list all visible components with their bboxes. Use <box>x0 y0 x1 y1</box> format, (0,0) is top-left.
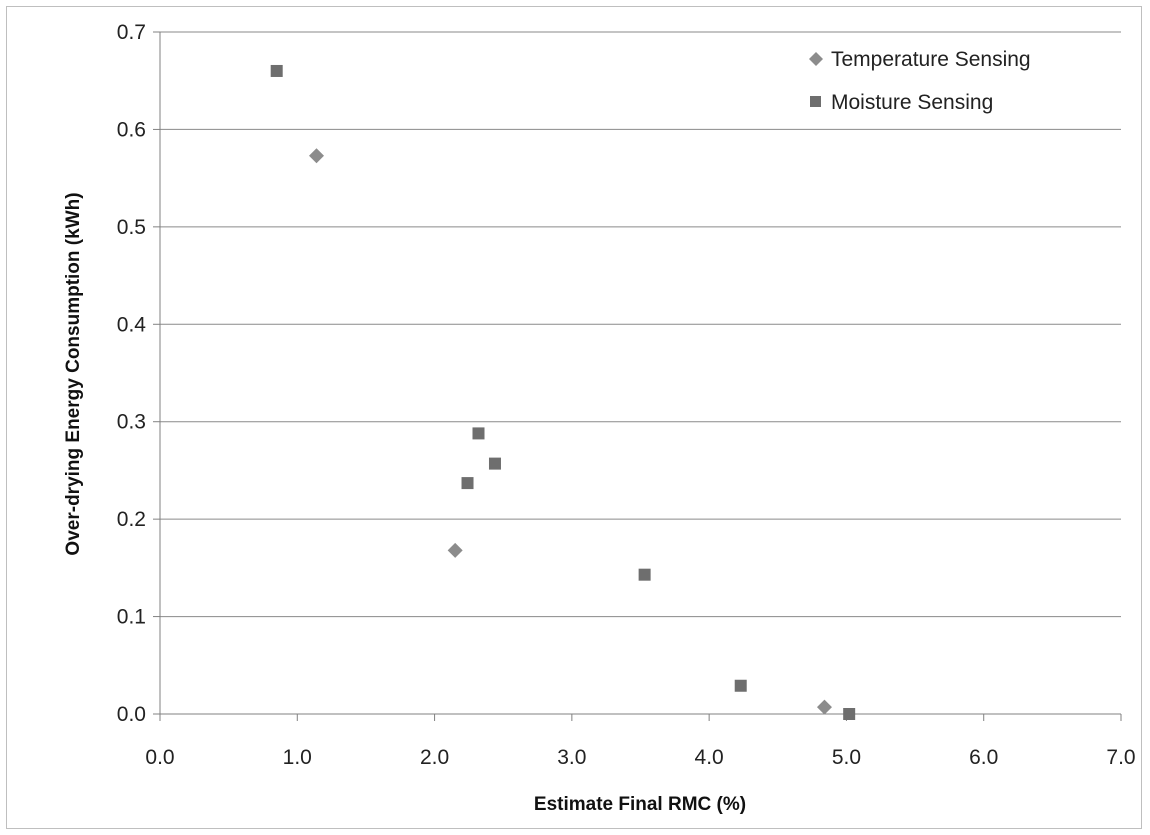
x-tick-label: 0.0 <box>145 746 174 769</box>
data-point-moisture-sensing <box>638 568 651 581</box>
legend-label-moisture-sensing: Moisture Sensing <box>831 91 993 114</box>
legend: Temperature Sensing Moisture Sensing <box>809 48 1031 114</box>
legend-label-temperature-sensing: Temperature Sensing <box>831 48 1031 71</box>
legend-marker-square-icon <box>810 96 821 107</box>
axes <box>153 31 1122 721</box>
x-tick-label: 6.0 <box>969 746 998 769</box>
y-tick-label: 0.4 <box>117 313 147 336</box>
x-tick-label: 5.0 <box>832 746 861 769</box>
x-tick-label: 2.0 <box>420 746 449 769</box>
legend-marker-diamond-icon <box>809 52 823 66</box>
data-point-moisture-sensing <box>461 477 474 490</box>
y-axis-title: Over-drying Energy Consumption (kWh) <box>63 192 84 555</box>
y-tick-label: 0.5 <box>117 216 146 239</box>
y-tick-label: 0.2 <box>117 508 146 531</box>
legend-entry-moisture-sensing: Moisture Sensing <box>810 91 993 114</box>
data-point-temperature-sensing <box>309 148 325 164</box>
data-point-moisture-sensing <box>270 64 283 77</box>
y-tick-label: 0.3 <box>117 411 146 434</box>
data-point-temperature-sensing <box>447 542 463 558</box>
x-tick-label: 4.0 <box>695 746 724 769</box>
data-point-moisture-sensing <box>472 427 485 440</box>
chart-area <box>6 6 1142 829</box>
data-point-moisture-sensing <box>488 457 501 470</box>
x-tick-label: 1.0 <box>283 746 312 769</box>
y-tick-label: 0.0 <box>117 703 146 726</box>
data-point-moisture-sensing <box>843 708 856 720</box>
tick-labels: 0.0 0.1 0.2 0.3 0.4 0.5 0.6 0.7 0.0 1.0 2.0 3.0 4.0 5… <box>117 21 1136 769</box>
y-tick-label: 0.1 <box>117 606 146 629</box>
x-tick-label: 7.0 <box>1106 746 1135 769</box>
data-point-moisture-sensing <box>734 679 747 692</box>
gridlines <box>160 31 1121 618</box>
y-tick-label: 0.7 <box>117 21 146 44</box>
x-axis-title: Estimate Final RMC (%) <box>534 794 746 815</box>
legend-entry-temperature-sensing: Temperature Sensing <box>809 48 1031 71</box>
y-tick-label: 0.6 <box>117 118 146 141</box>
data-point-temperature-sensing <box>816 699 832 715</box>
x-tick-label: 3.0 <box>557 746 586 769</box>
data-points <box>270 64 856 720</box>
